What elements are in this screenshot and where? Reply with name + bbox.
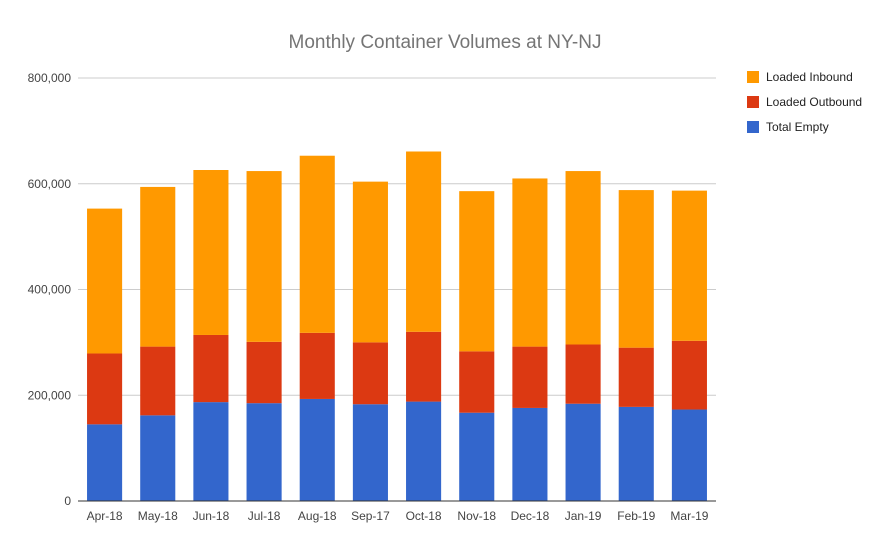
x-tick-label: Dec-18 [511,509,550,523]
x-tick-label: Feb-19 [617,509,655,523]
bar-total-empty [193,402,229,501]
bar-total-empty [352,404,388,501]
bar-total-empty [565,403,601,501]
y-tick-label: 400,000 [28,283,72,297]
legend-swatch [747,71,759,83]
x-tick-label: Aug-18 [298,509,337,523]
bar-total-empty [299,398,335,501]
x-tick-label: Jul-18 [248,509,281,523]
y-tick-label: 200,000 [28,388,72,402]
y-tick-label: 0 [64,494,71,508]
bar-loaded-inbound [193,170,229,335]
bar-loaded-inbound [565,171,601,345]
bar-total-empty [459,412,495,501]
bar-total-empty [140,415,176,501]
bar-loaded-outbound [352,342,388,405]
bar-total-empty [618,406,654,501]
bar-loaded-inbound [671,190,707,341]
x-tick-label: May-18 [138,509,178,523]
bar-loaded-outbound [671,340,707,410]
bar-loaded-inbound [618,190,654,348]
bar-loaded-inbound [140,186,176,347]
legend-swatch [747,96,759,108]
bar-loaded-outbound [87,353,123,425]
gridlines [78,77,716,396]
bar-total-empty [512,407,548,501]
legend: Loaded Inbound Loaded Outbound Total Empty [747,70,862,134]
bar-loaded-outbound [618,347,654,407]
legend-label: Loaded Inbound [766,70,853,84]
bar-loaded-inbound [87,208,123,354]
bar-loaded-inbound [246,171,282,342]
x-tick-label: Jan-19 [565,509,602,523]
axes: 0 200,000 400,000 600,000 800,000 Apr-18 May-1… [28,71,716,523]
y-tick-label: 800,000 [28,71,72,85]
bar-total-empty [246,403,282,501]
bar-loaded-inbound [512,178,548,347]
x-tick-label: Mar-19 [670,509,708,523]
bar-total-empty [87,424,123,501]
bar-loaded-outbound [299,332,335,399]
y-tick-label: 600,000 [28,177,72,191]
legend-label: Total Empty [766,120,829,134]
x-tick-label: Nov-18 [457,509,496,523]
bar-loaded-inbound [406,151,442,332]
x-tick-label: Oct-18 [406,509,442,523]
bars [87,151,707,501]
bar-total-empty [671,409,707,501]
x-tick-label: Sep-17 [351,509,390,523]
bar-loaded-outbound [512,346,548,408]
x-tick-label: Apr-18 [87,509,123,523]
bar-total-empty [406,401,442,501]
legend-label: Loaded Outbound [766,95,862,109]
bar-loaded-outbound [140,346,176,416]
bar-loaded-inbound [352,181,388,343]
bar-loaded-outbound [459,351,495,413]
legend-swatch [747,121,759,133]
x-tick-label: Jun-18 [193,509,230,523]
bar-loaded-inbound [459,191,495,352]
bar-loaded-outbound [246,341,282,404]
bar-loaded-outbound [565,344,601,404]
chart-title: Monthly Container Volumes at NY-NJ [289,32,602,53]
bar-loaded-inbound [299,155,335,333]
bar-loaded-outbound [406,331,442,402]
bar-loaded-outbound [193,334,229,403]
